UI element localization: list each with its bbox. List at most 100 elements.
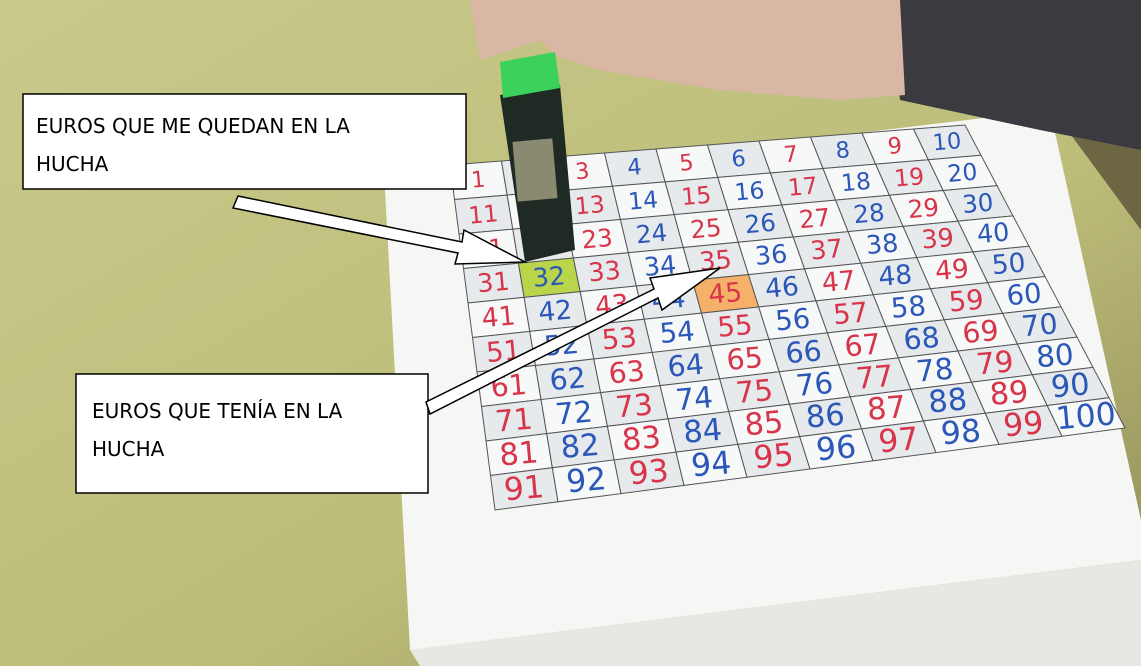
- cell-number: 31: [476, 267, 511, 300]
- grid-cell: [1046, 397, 1126, 437]
- cell-number: 77: [854, 359, 894, 396]
- cell-number: 36: [754, 239, 789, 272]
- cell-number: 16: [733, 176, 765, 206]
- cell-number: 79: [975, 344, 1015, 381]
- callout-text: EUROS QUE ME QUEDAN EN LA: [36, 114, 350, 138]
- cell-number: 17: [787, 171, 819, 201]
- cell-number: 3: [574, 158, 591, 185]
- cell-number: 59: [947, 284, 985, 319]
- cell-number: 70: [1020, 307, 1059, 343]
- cell-number: 8: [835, 137, 852, 164]
- cell-number: 11: [467, 199, 499, 229]
- cell-number: 15: [680, 181, 712, 211]
- cell-number: 40: [976, 217, 1011, 250]
- cell-number: 14: [627, 185, 659, 215]
- cell-number: 1: [470, 167, 487, 194]
- cell-number: 65: [725, 341, 764, 377]
- number-grid: 1234567891011121314151617181920212223242…: [449, 124, 1126, 511]
- cell-number: 69: [961, 314, 1000, 350]
- callout-text: HUCHA: [92, 437, 165, 461]
- cell-number: 30: [961, 187, 995, 219]
- cell-number: 96: [815, 429, 858, 468]
- cell-number: 62: [548, 361, 587, 397]
- cell-number: 54: [658, 315, 696, 350]
- callout-box: [22, 93, 467, 190]
- cell-number: 99: [1002, 405, 1045, 444]
- cell-number: 9: [887, 133, 904, 160]
- cell-number: 90: [1050, 367, 1092, 405]
- cell-number: 42: [537, 295, 573, 329]
- callout-box: [75, 373, 429, 494]
- cell-number: 76: [794, 366, 834, 403]
- cell-number: 87: [866, 390, 908, 428]
- cell-number: 46: [764, 271, 800, 305]
- cell-number: 78: [915, 352, 955, 389]
- cell-number: 100: [1054, 396, 1117, 437]
- cell-number: 23: [580, 223, 614, 255]
- cell-number: 66: [784, 334, 823, 370]
- cell-number: 71: [494, 402, 534, 439]
- cell-number: 86: [804, 397, 846, 435]
- callout-text: HUCHA: [36, 152, 109, 176]
- cell-number: 47: [820, 265, 856, 299]
- cell-number: 74: [674, 380, 714, 417]
- cell-number: 25: [689, 213, 723, 245]
- cell-number: 10: [932, 128, 963, 156]
- cell-number: 75: [734, 373, 774, 410]
- cell-number: 73: [614, 387, 654, 424]
- cell-number: 37: [809, 234, 844, 267]
- marker-label: [512, 138, 558, 202]
- cell-number: 68: [902, 321, 941, 357]
- cell-number: 72: [554, 394, 594, 431]
- cell-number: 27: [798, 203, 832, 235]
- cell-number: 60: [1005, 277, 1043, 312]
- cell-number: 18: [840, 167, 872, 197]
- cell-number: 91: [502, 469, 545, 508]
- cell-number: 85: [743, 405, 785, 443]
- cell-number: 38: [865, 228, 900, 261]
- cell-number: 19: [893, 162, 925, 192]
- marker-cap: [500, 52, 560, 98]
- cell-number: 89: [988, 375, 1030, 413]
- cell-number: 92: [565, 461, 608, 500]
- cell-number: 39: [920, 223, 955, 256]
- hand: [470, 0, 905, 100]
- cell-number: 64: [666, 348, 705, 384]
- cell-number: 81: [498, 435, 540, 473]
- cell-number: 83: [621, 420, 663, 458]
- cell-number: 50: [991, 247, 1027, 281]
- cell-number: 20: [946, 158, 978, 188]
- cell-number: 84: [682, 413, 724, 451]
- marker: [500, 52, 575, 262]
- cell-number: 5: [678, 150, 695, 177]
- cell-number: 67: [843, 327, 882, 363]
- cell-number: 98: [939, 413, 982, 452]
- callouts: EUROS QUE ME QUEDAN EN LA HUCHA EUROS QU…: [22, 93, 721, 494]
- cell-number: 48: [877, 259, 913, 293]
- cell-number: 29: [907, 193, 941, 225]
- cell-number: 24: [635, 218, 669, 250]
- cell-number: 63: [607, 354, 646, 390]
- cell-number: 45: [707, 277, 743, 311]
- cell-number: 55: [716, 309, 754, 344]
- cell-number: 88: [927, 382, 969, 420]
- cell-number: 93: [627, 453, 670, 492]
- cell-number: 82: [559, 428, 601, 466]
- cell-number: 94: [690, 445, 733, 484]
- cell-number: 32: [532, 261, 567, 294]
- cell-number: 95: [752, 437, 795, 476]
- cell-number: 6: [730, 146, 747, 173]
- cell-number: 58: [890, 290, 928, 325]
- cell-number: 49: [934, 253, 970, 287]
- cell-number: 28: [852, 198, 886, 230]
- callout-text: EUROS QUE TENÍA EN LA: [92, 399, 343, 423]
- cell-number: 4: [626, 154, 643, 181]
- arrow: [425, 267, 721, 416]
- cell-number: 13: [574, 190, 606, 220]
- cell-number: 57: [832, 296, 870, 331]
- cell-number: 33: [587, 256, 622, 289]
- cell-number: 7: [782, 141, 799, 168]
- cell-number: 53: [600, 322, 638, 357]
